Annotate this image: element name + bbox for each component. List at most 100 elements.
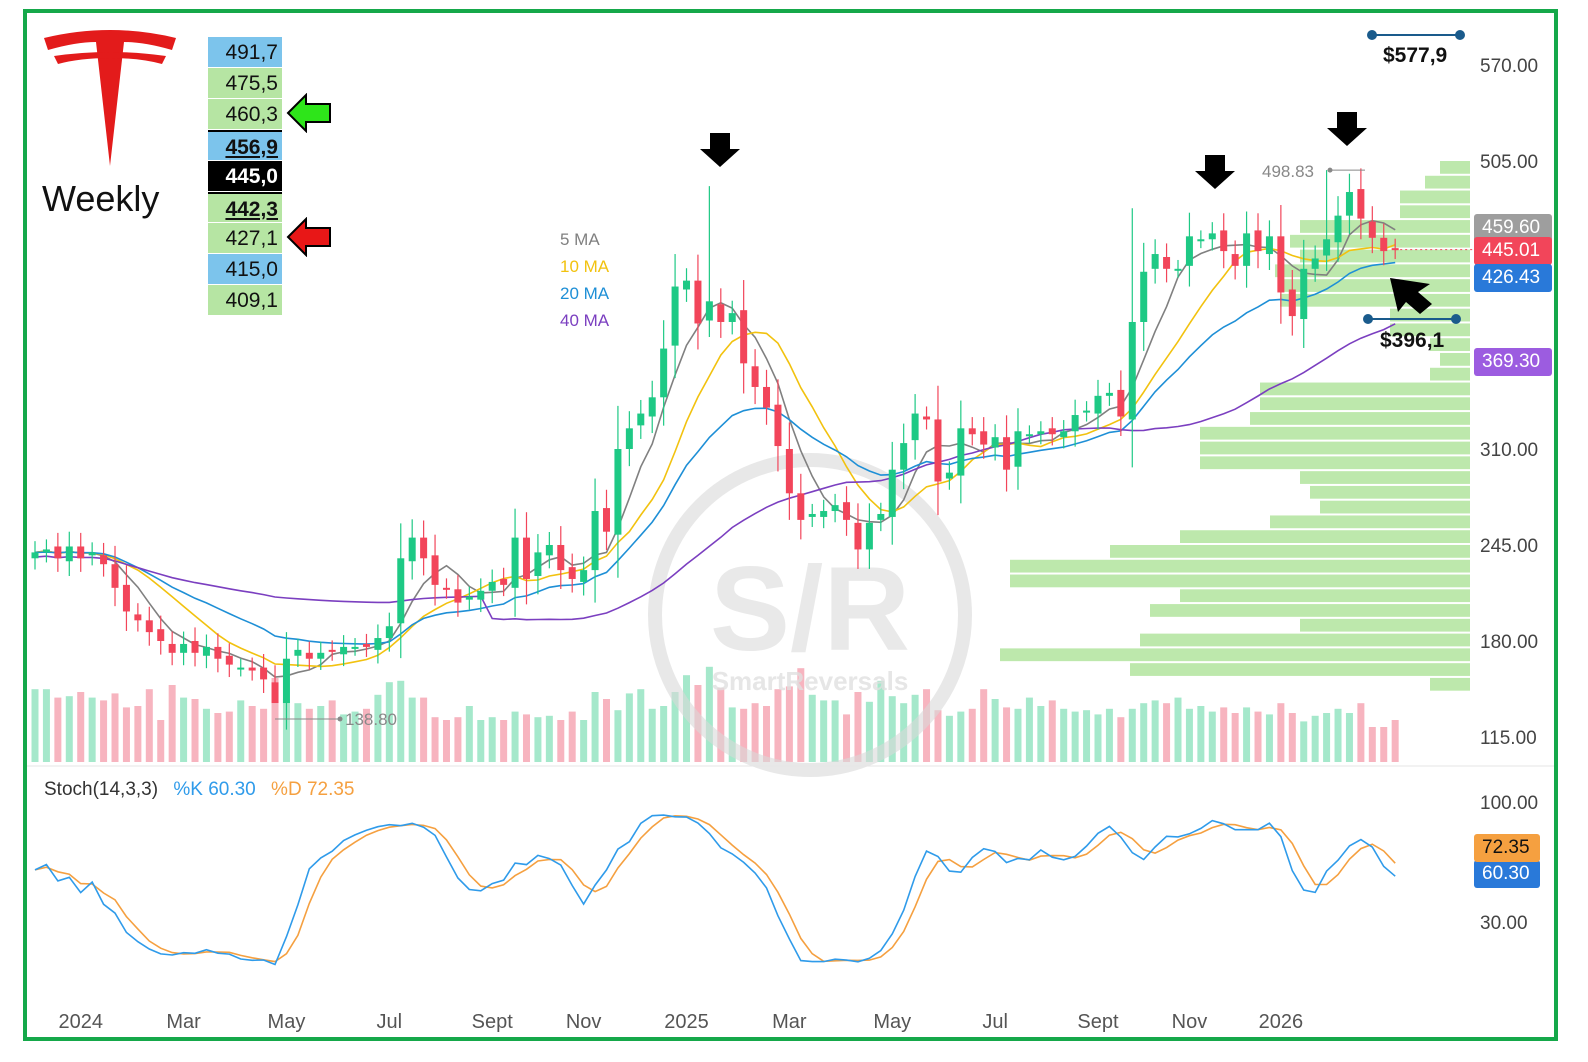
- volume-bar: [65, 696, 73, 762]
- candle: [1345, 192, 1353, 216]
- volume-bar: [397, 680, 405, 762]
- candle: [100, 555, 108, 565]
- candle: [1277, 236, 1285, 293]
- last-price-tag: 445.01: [1474, 237, 1552, 265]
- ma20-line: [34, 261, 1396, 645]
- candle: [374, 638, 382, 650]
- moving-averages: [34, 219, 1396, 678]
- candle: [362, 643, 370, 647]
- candle: [1060, 431, 1068, 438]
- candle: [511, 537, 519, 588]
- profile-bar: [1300, 471, 1470, 484]
- candle: [442, 587, 450, 590]
- candle: [1265, 236, 1273, 255]
- candle: [31, 552, 39, 559]
- candle: [1094, 395, 1102, 414]
- candle: [957, 428, 965, 476]
- candle: [77, 546, 85, 559]
- candle: [522, 537, 530, 579]
- candle: [488, 581, 496, 591]
- volume-bar: [42, 689, 50, 762]
- profile-bar: [1110, 545, 1470, 558]
- volume-bar: [1368, 727, 1376, 762]
- volume-bar: [1220, 707, 1228, 762]
- profile-bar: [1010, 559, 1470, 573]
- x-tick-label: Jul: [982, 1011, 1008, 1033]
- volume-bar: [637, 689, 645, 762]
- level-8: 409,1: [208, 285, 282, 315]
- volume-bar: [317, 706, 325, 762]
- candle: [968, 428, 976, 435]
- candle: [625, 428, 633, 449]
- volume-bar: [808, 694, 816, 762]
- profile-bar: [1390, 323, 1470, 337]
- volume-bar: [534, 717, 542, 762]
- volume-bar: [134, 706, 142, 762]
- volume-bar: [374, 694, 382, 762]
- volume-bar: [100, 700, 108, 762]
- candle: [42, 549, 50, 553]
- volume-bar: [340, 714, 348, 762]
- profile-bar: [1250, 412, 1470, 425]
- volume-bar: [797, 668, 805, 762]
- candle: [660, 348, 668, 398]
- profile-bar: [1200, 441, 1470, 455]
- stoch-d-label: %D 72.35: [271, 779, 355, 800]
- profile-bar: [1430, 338, 1470, 351]
- volume-bar: [225, 711, 233, 762]
- candle: [351, 646, 359, 649]
- volume-bar: [1174, 697, 1182, 762]
- profile-bar: [1425, 175, 1470, 189]
- stoch-y-tick: 100.00: [1480, 793, 1538, 814]
- volume-bar: [1243, 707, 1251, 762]
- candle: [1128, 321, 1136, 420]
- stoch-d-line: [34, 814, 1396, 963]
- volume-bar: [1128, 708, 1136, 762]
- volume-bar: [888, 696, 896, 762]
- candle: [980, 431, 988, 445]
- volume-bar: [1265, 714, 1273, 762]
- x-tick-label: Mar: [166, 1011, 201, 1033]
- candle: [248, 667, 256, 671]
- profile-bar: [1320, 500, 1470, 514]
- x-tick-label: Mar: [772, 1011, 807, 1033]
- candle: [54, 546, 62, 559]
- stoch-k-tag: 60.30: [1474, 860, 1540, 888]
- volume-bar: [1254, 711, 1262, 762]
- candle: [214, 646, 222, 659]
- volume-bar: [591, 692, 599, 762]
- profile-bar: [1440, 353, 1470, 366]
- volume-bar: [671, 692, 679, 762]
- volume-bar: [477, 720, 485, 762]
- volume-bar: [648, 708, 656, 762]
- candle: [1163, 257, 1171, 269]
- candle: [614, 449, 622, 535]
- candle: [1083, 410, 1091, 413]
- candle: [843, 502, 851, 520]
- volume-bar: [705, 666, 713, 762]
- candle: [568, 567, 576, 579]
- volume-bar: [991, 699, 999, 762]
- candle: [1368, 221, 1376, 238]
- candle: [1300, 268, 1308, 320]
- candle: [854, 522, 862, 550]
- volume-bar: [1380, 727, 1388, 762]
- volume-bar: [728, 707, 736, 762]
- volume-bar: [831, 700, 839, 762]
- profile-bar: [1260, 397, 1470, 411]
- candle: [385, 626, 393, 639]
- candle: [820, 511, 828, 517]
- candle: [603, 508, 610, 532]
- volume-bar: [1105, 708, 1113, 762]
- volume-bar: [180, 697, 188, 762]
- volume-bar: [1094, 714, 1102, 762]
- stoch-k-line: [34, 814, 1396, 966]
- volume-bar: [1197, 706, 1205, 762]
- volume-bar: [774, 689, 782, 762]
- y-tick-label: 115.00: [1480, 728, 1537, 749]
- high-label: 498.83: [1262, 162, 1314, 181]
- volume-bar: [271, 678, 279, 762]
- candle: [1254, 230, 1262, 252]
- ma5-legend: 5 MA: [560, 230, 600, 249]
- down-arrow-icon: [1327, 112, 1367, 146]
